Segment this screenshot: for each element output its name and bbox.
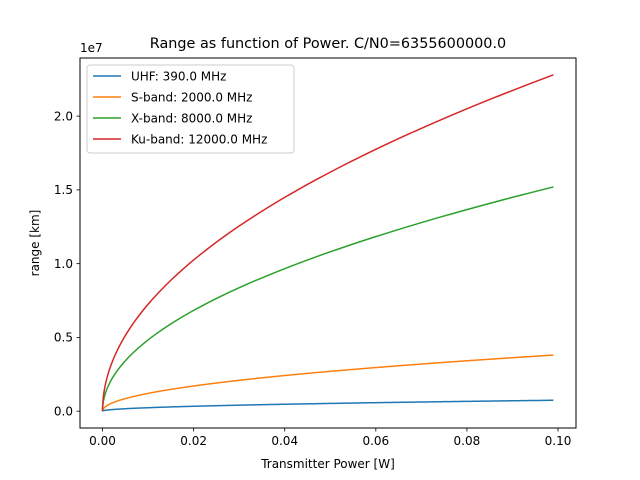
y-tick-label: 2.0	[54, 109, 73, 123]
y-tick-label: 0.5	[54, 331, 73, 345]
legend-label-1: UHF: 390.0 MHz	[131, 69, 226, 83]
x-axis-label: Transmitter Power [W]	[260, 457, 395, 471]
plot-frame	[79, 57, 577, 429]
x-axis-ticks: 0.00 0.02 0.04 0.06 0.08 0.10	[89, 428, 571, 448]
x-tick-label: 0.08	[454, 434, 481, 448]
x-tick-label: 0.10	[545, 434, 572, 448]
series-line-1	[101, 399, 554, 412]
y-axis-offset-label: 1e7	[80, 41, 103, 55]
x-tick-label: 0.04	[271, 434, 298, 448]
legend-label-3: X-band: 8000.0 MHz	[131, 111, 252, 125]
y-tick-label: 1.0	[54, 257, 73, 271]
x-tick-label: 0.02	[180, 434, 207, 448]
series-line-4	[101, 74, 554, 412]
plot-lines	[101, 74, 554, 412]
x-tick-label: 0.00	[89, 434, 116, 448]
y-tick-label: 0.0	[54, 404, 73, 418]
chart-title: Range as function of Power. C/N0=6355600…	[150, 36, 506, 52]
x-tick-label: 0.06	[362, 434, 389, 448]
legend-label-2: S-band: 2000.0 MHz	[131, 90, 252, 104]
legend: UHF: 390.0 MHz S-band: 2000.0 MHz X-band: …	[86, 64, 295, 154]
series-line-2	[101, 354, 554, 412]
legend-label-4: Ku-band: 12000.0 MHz	[131, 132, 267, 146]
y-axis-ticks: 0.0 0.5 1.0 1.5 2.0	[54, 109, 80, 418]
y-axis-label: range [km]	[28, 210, 42, 277]
series-line-3	[101, 186, 554, 412]
legend-box	[86, 64, 295, 154]
y-tick-label: 1.5	[54, 183, 73, 197]
